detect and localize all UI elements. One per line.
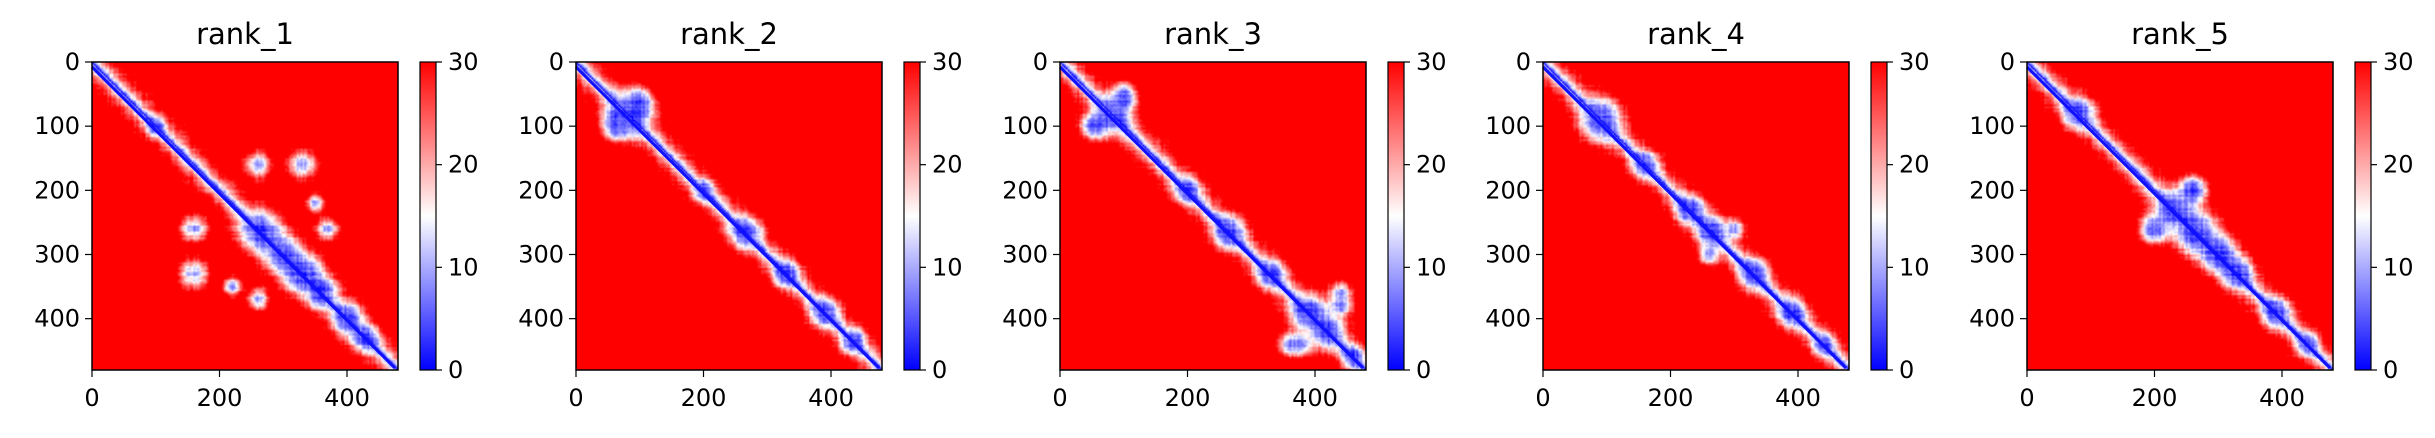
y-tick-label: 200 [34, 176, 80, 204]
colorbar-tick-label: 30 [1416, 48, 1447, 76]
panel-title: rank_1 [196, 17, 294, 51]
diagonal-line [2025, 65, 2332, 370]
colorbar-tick-label: 30 [448, 48, 479, 76]
x-tick-label: 200 [1165, 384, 1211, 412]
y-tick-label: 100 [518, 112, 564, 140]
x-tick-label: 200 [681, 384, 727, 412]
colorbar-tick-label: 20 [932, 151, 963, 179]
diagonal-line [1058, 65, 1365, 370]
y-tick-label: 0 [549, 48, 564, 76]
plot-frame [91, 61, 399, 371]
colorbar [1387, 61, 1405, 371]
colorbar-tick-label: 0 [448, 356, 463, 384]
y-tick-label: 400 [1485, 305, 1531, 333]
y-tick-label: 0 [2000, 48, 2015, 76]
colorbar-tick-label: 10 [1416, 253, 1447, 281]
colorbar-tick-label: 30 [1899, 48, 1930, 76]
x-tick-label: 0 [2019, 384, 2034, 412]
plot-frame [2026, 61, 2334, 371]
colorbar [2354, 61, 2372, 371]
x-tick-label: 400 [1292, 384, 1338, 412]
panel-rank_3 [1053, 61, 1410, 377]
x-tick-label: 400 [324, 384, 370, 412]
colorbar-tick-label: 0 [2383, 356, 2398, 384]
y-tick-label: 300 [518, 241, 564, 269]
plot-frame [575, 61, 883, 371]
colorbar-tick-label: 0 [1416, 356, 1431, 384]
y-tick-label: 0 [65, 48, 80, 76]
panel-rank_2 [569, 61, 926, 377]
y-tick-label: 100 [34, 112, 80, 140]
x-tick-label: 200 [2132, 384, 2178, 412]
y-tick-label: 300 [1969, 241, 2015, 269]
colorbar [1870, 61, 1888, 371]
y-tick-label: 100 [1485, 112, 1531, 140]
colorbar-tick-label: 30 [2383, 48, 2414, 76]
x-tick-label: 400 [808, 384, 854, 412]
y-tick-label: 0 [1033, 48, 1048, 76]
y-tick-label: 400 [1002, 305, 1048, 333]
diagonal-line [574, 65, 881, 370]
x-tick-label: 200 [197, 384, 243, 412]
x-tick-label: 200 [1648, 384, 1694, 412]
y-tick-label: 400 [518, 305, 564, 333]
colorbar-tick-label: 20 [448, 151, 479, 179]
y-tick-label: 300 [34, 241, 80, 269]
colorbar-tick-label: 20 [1416, 151, 1447, 179]
x-tick-label: 400 [1775, 384, 1821, 412]
plot-frame [1059, 61, 1367, 371]
x-tick-label: 0 [1535, 384, 1550, 412]
panel-title: rank_5 [2131, 17, 2229, 51]
colorbar-tick-label: 0 [932, 356, 947, 384]
x-tick-label: 0 [1052, 384, 1067, 412]
colorbar-tick-label: 10 [932, 253, 963, 281]
panel-rank_1 [85, 61, 442, 377]
colorbar-tick-label: 10 [2383, 253, 2414, 281]
x-tick-label: 0 [84, 384, 99, 412]
y-tick-label: 200 [1002, 176, 1048, 204]
panel-title: rank_2 [680, 17, 778, 51]
y-tick-label: 200 [1485, 176, 1531, 204]
colorbar [903, 61, 921, 371]
y-tick-label: 400 [1969, 305, 2015, 333]
colorbar-tick-label: 10 [1899, 253, 1930, 281]
plot-frame [1542, 61, 1850, 371]
panel-title: rank_4 [1647, 17, 1745, 51]
y-tick-label: 200 [518, 176, 564, 204]
x-tick-label: 400 [2259, 384, 2305, 412]
colorbar-tick-label: 10 [448, 253, 479, 281]
y-tick-label: 0 [1516, 48, 1531, 76]
y-tick-label: 400 [34, 305, 80, 333]
colorbar-tick-label: 0 [1899, 356, 1914, 384]
diagonal-line [1541, 65, 1848, 370]
panel-rank_4 [1536, 61, 1893, 377]
colorbar-tick-label: 20 [1899, 151, 1930, 179]
y-tick-label: 100 [1002, 112, 1048, 140]
y-tick-label: 100 [1969, 112, 2015, 140]
y-tick-label: 300 [1002, 241, 1048, 269]
panel-title: rank_3 [1164, 17, 1262, 51]
diagonal-line [90, 65, 397, 370]
y-tick-label: 300 [1485, 241, 1531, 269]
colorbar [419, 61, 437, 371]
colorbar-tick-label: 30 [932, 48, 963, 76]
x-tick-label: 0 [568, 384, 583, 412]
panel-rank_5 [2020, 61, 2377, 377]
colorbar-tick-label: 20 [2383, 151, 2414, 179]
y-tick-label: 200 [1969, 176, 2015, 204]
